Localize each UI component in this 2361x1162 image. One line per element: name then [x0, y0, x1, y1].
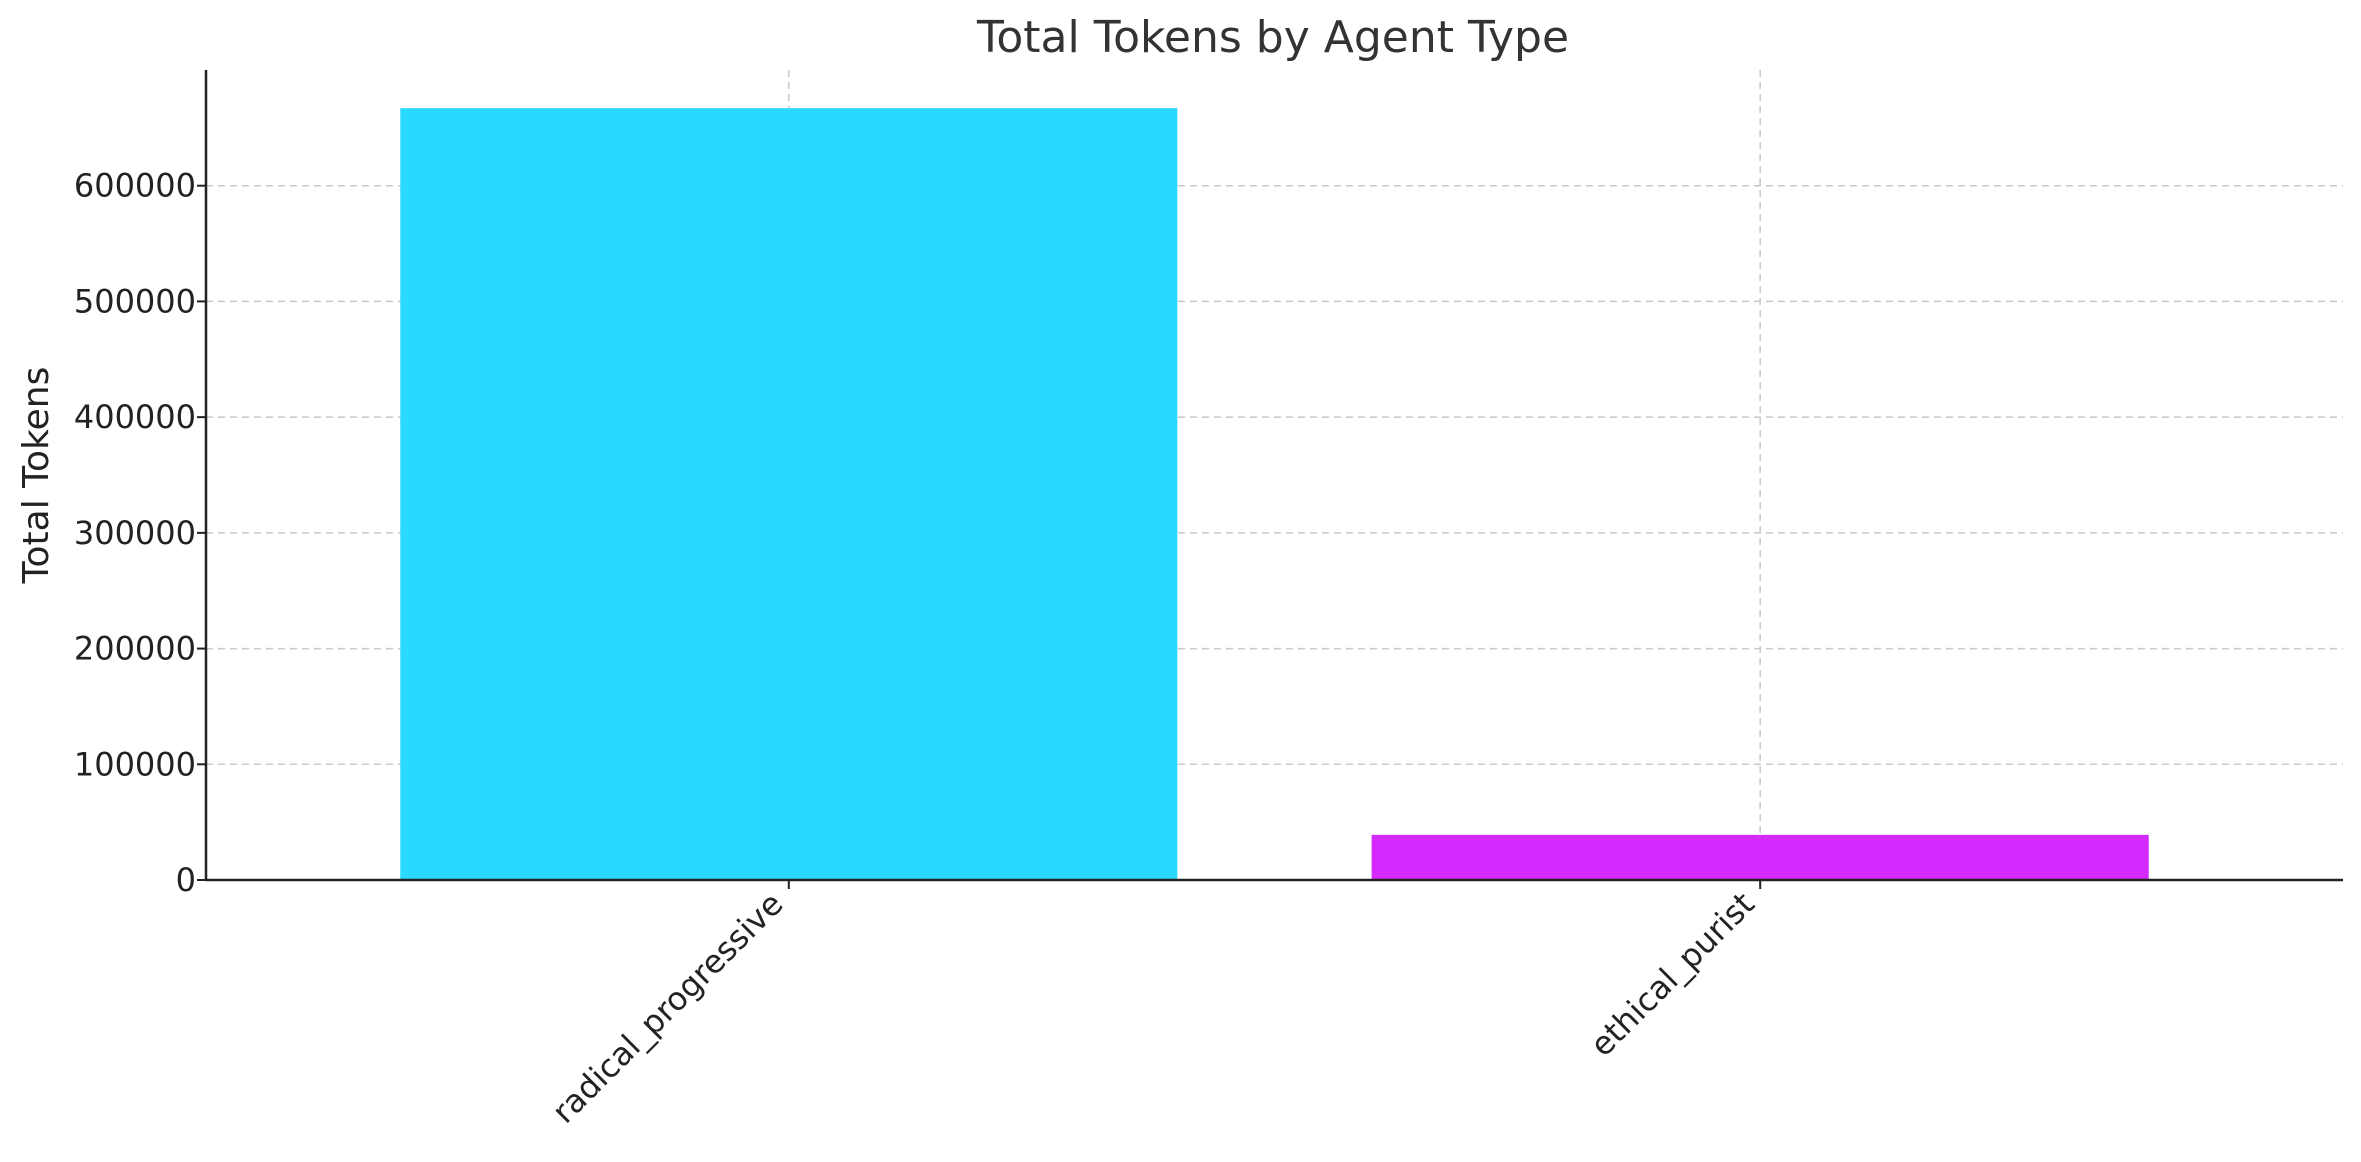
chart-title: Total Tokens by Agent Type [976, 12, 1569, 63]
y-tick-label: 400000 [74, 398, 196, 436]
y-tick-label: 600000 [74, 167, 196, 205]
y-axis-label: Total Tokens [16, 367, 57, 585]
y-tick-label: 500000 [74, 282, 196, 320]
axes-layer [204, 70, 2343, 882]
bar-radical-progressive [400, 108, 1178, 880]
y-tick-label: 300000 [74, 514, 196, 552]
bars-layer [400, 108, 2149, 880]
y-tick-label: 0 [176, 861, 196, 899]
x-tick-label: radical_progressive [545, 885, 791, 1131]
y-tick-label: 100000 [74, 745, 196, 783]
x-tick-label: ethical_purist [1583, 885, 1762, 1064]
y-tick-label: 200000 [74, 630, 196, 668]
bar-ethical-purist [1371, 834, 2149, 880]
